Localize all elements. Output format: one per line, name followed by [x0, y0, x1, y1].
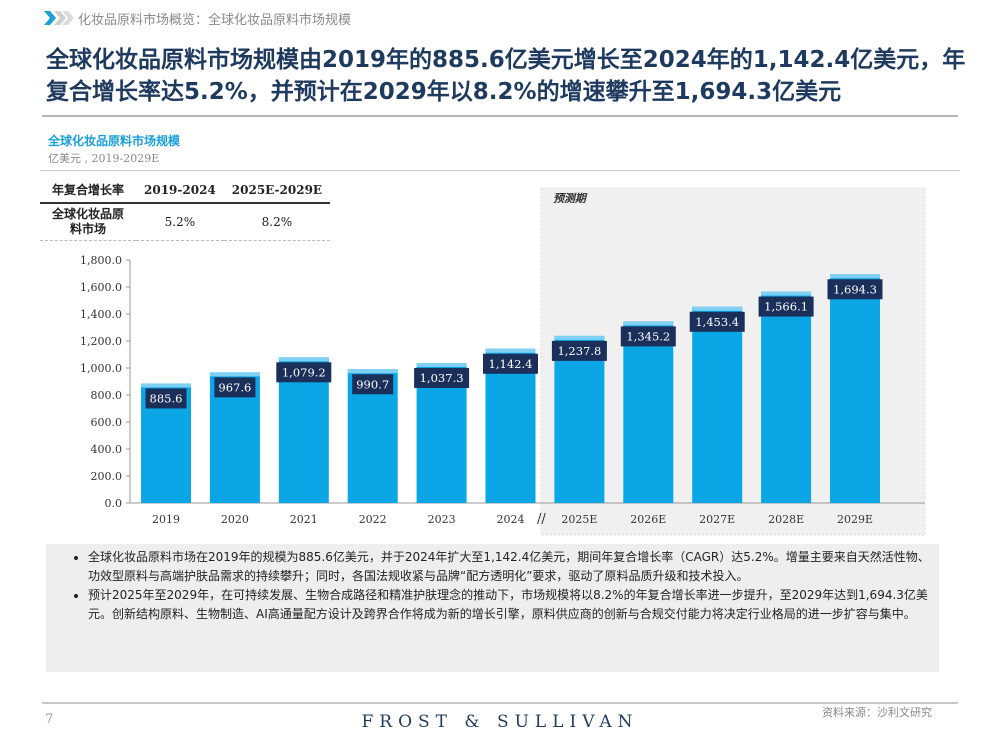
y-tick-label: 800.0	[91, 389, 123, 402]
y-tick-label: 200.0	[91, 470, 123, 483]
x-tick-label: 2026E	[630, 513, 666, 526]
x-tick-label: 2027E	[699, 513, 735, 526]
bar-top	[347, 369, 398, 374]
x-tick-label: 2023	[428, 513, 456, 526]
chart-unit: 亿美元 , 2019-2029E	[48, 152, 160, 165]
data-label: 1,453.4	[695, 315, 739, 329]
y-tick-label: 1,000.0	[80, 362, 122, 375]
data-label-box	[145, 388, 187, 409]
y-tick-label: 1,800.0	[80, 254, 122, 267]
y-tick-label: 1,200.0	[80, 335, 122, 348]
cagr-table: 年复合增长率 2019-2024 2025E-2029E 全球化妆品原料市场 5…	[40, 177, 331, 241]
bar-top	[554, 335, 605, 340]
note-item: 预计2025年至2029年，在可持续发展、生物合成路径和精准护肤理念的推动下，市…	[88, 586, 939, 624]
data-label-box	[352, 374, 394, 395]
breadcrumb-chevrons-icon	[44, 11, 74, 25]
y-tick-label: 1,400.0	[80, 308, 122, 321]
table-cell: 5.2%	[136, 203, 224, 241]
table-cell: 8.2%	[223, 203, 331, 241]
note-item: 全球化妆品原料市场在2019年的规模为885.6亿美元，并于2024年扩大至1,…	[88, 548, 939, 586]
forecast-label: 预测期	[553, 192, 588, 205]
table-header-row: 年复合增长率 2019-2024 2025E-2029E	[40, 177, 331, 204]
page-number: 7	[45, 712, 54, 727]
table-header: 2019-2024	[136, 177, 224, 204]
x-tick-label: 2025E	[561, 513, 597, 526]
data-label: 1,566.1	[764, 300, 808, 314]
data-label-box	[827, 279, 883, 300]
data-label-box	[483, 353, 538, 374]
x-tick-label: 2022	[359, 513, 387, 526]
data-label: 967.6	[218, 380, 251, 394]
y-tick-label: 400.0	[91, 443, 123, 456]
data-label-box	[620, 326, 676, 347]
divider	[40, 170, 960, 171]
bar-top	[278, 357, 329, 362]
bar	[830, 274, 880, 503]
bar	[623, 321, 674, 503]
data-label: 1,237.8	[557, 344, 601, 358]
data-label-box	[214, 377, 256, 398]
x-tick-label: 2028E	[768, 513, 804, 526]
divider	[42, 115, 958, 117]
bar	[485, 348, 536, 503]
bar-top	[209, 372, 260, 377]
bar	[761, 291, 812, 503]
axis-break-icon: //	[537, 512, 546, 527]
table-row: 全球化妆品原料市场 5.2% 8.2%	[40, 203, 331, 241]
source-note: 资料来源：沙利文研究	[822, 706, 932, 719]
data-label-box	[276, 362, 332, 383]
bar-top	[623, 321, 674, 326]
table-header: 2025E-2029E	[223, 177, 331, 204]
bar	[692, 306, 743, 503]
bar-top	[692, 306, 743, 311]
breadcrumb: 化妆品原料市场概览：全球化妆品原料市场规模	[78, 13, 352, 28]
bar-chart: 预测期 0.0 200.0 400.0 600.0 800.0 1,000.0 1,200.0…	[80, 187, 926, 536]
bar	[554, 335, 605, 503]
bar-top	[416, 362, 467, 367]
bar-top	[761, 291, 812, 296]
x-tick-label: 2021	[290, 513, 318, 526]
footer-divider	[42, 702, 958, 704]
data-label: 1,079.2	[282, 365, 326, 379]
data-label: 885.6	[150, 391, 183, 405]
x-tick-label: 2029E	[837, 513, 873, 526]
data-label: 1,345.2	[626, 329, 670, 343]
data-label: 1,694.3	[833, 282, 877, 296]
data-label: 1,037.3	[420, 371, 464, 385]
data-label-box	[551, 340, 607, 361]
x-tick-label: 2020	[221, 513, 249, 526]
table-header: 年复合增长率	[40, 177, 136, 204]
y-tick-label: 600.0	[91, 416, 123, 429]
company-logo: FROST & SULLIVAN	[361, 712, 639, 732]
x-tick-label: 2019	[152, 513, 180, 526]
data-label-box	[414, 367, 470, 388]
notes-box: 全球化妆品原料市场在2019年的规模为885.6亿美元，并于2024年扩大至1,…	[46, 544, 939, 672]
bar-top	[485, 348, 536, 353]
data-label: 1,142.4	[489, 357, 533, 371]
y-tick-label: 0.0	[105, 497, 123, 510]
chart-title: 全球化妆品原料市场规模	[48, 134, 181, 148]
table-cell: 全球化妆品原料市场	[40, 203, 136, 241]
bar-top	[141, 383, 191, 388]
data-label-box	[758, 296, 814, 317]
bar-top	[830, 274, 880, 279]
data-label-box	[689, 311, 745, 332]
x-tick-label: 2024	[497, 513, 525, 526]
data-label: 990.7	[356, 377, 389, 391]
y-tick-label: 1,600.0	[80, 281, 122, 294]
page-title: 全球化妆品原料市场规模由2019年的885.6亿美元增长至2024年的1,142…	[46, 47, 966, 105]
